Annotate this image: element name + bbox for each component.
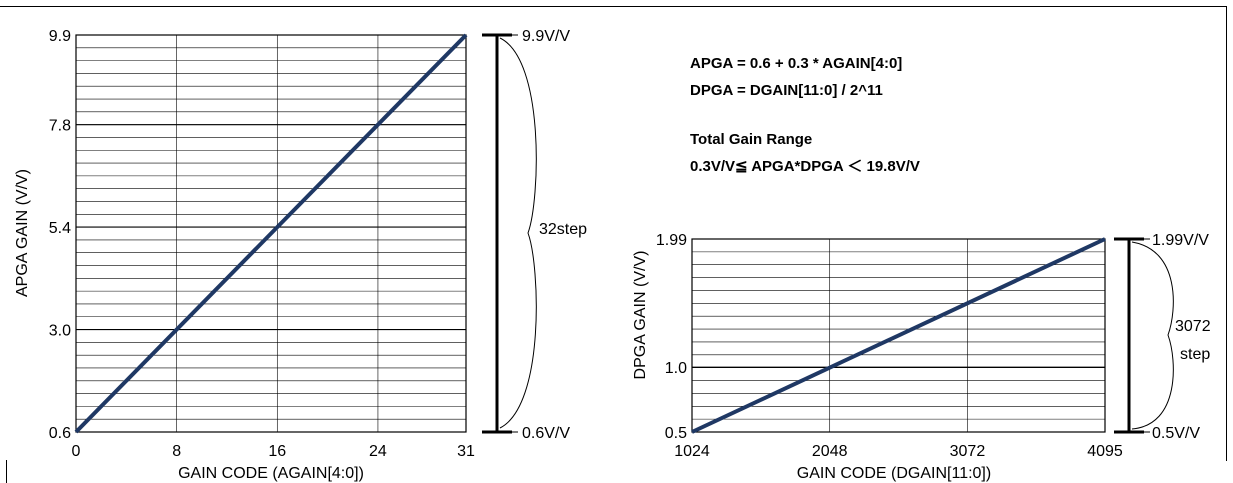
apga-x-tick-label: 16: [268, 443, 286, 460]
apga-x-tick-label: 0: [72, 443, 81, 460]
dpga-y-tick-label: 1.0: [665, 360, 687, 377]
apga-range-indicator: 9.9V/V 0.6V/V 32step: [482, 28, 587, 442]
dpga-grid: [692, 239, 1105, 432]
dpga-range-bottom-label: 0.5V/V: [1152, 425, 1200, 442]
dpga-y-tick-label: 0.5: [665, 425, 687, 442]
apga-range-brace: [499, 37, 537, 429]
dpga-chart: 1024 2048 3072 4095 0.5 1.0 1.99 GAIN CODE (D…: [632, 232, 1211, 482]
apga-range-top-label: 9.9V/V: [522, 28, 570, 45]
apga-y-tick-label: 7.8: [49, 118, 71, 135]
total-gain-range-title: Total Gain Range: [690, 131, 812, 148]
dpga-x-tick-label: 1024: [674, 443, 710, 460]
dpga-plot-area: [691, 238, 1106, 433]
apga-y-ticks: 0.6 3.0 5.4 7.8 9.9: [49, 28, 71, 442]
dpga-range-indicator: 1.99V/V 0.5V/V 3072 step: [1114, 232, 1211, 442]
apga-y-tick-label: 9.9: [49, 28, 71, 45]
apga-y-axis-label: APGA GAIN (V/V): [14, 169, 31, 297]
dpga-y-tick-label: 1.99: [656, 232, 687, 249]
formula-apga: APGA = 0.6 + 0.3 * AGAIN[4:0]: [690, 55, 902, 72]
dpga-x-tick-label: 4095: [1087, 443, 1123, 460]
apga-x-tick-label: 24: [369, 443, 387, 460]
apga-chart: 0 8 16 24 31 0.6 3.0 5.4 7.8 9.9 GAIN CODE (AGAI…: [14, 28, 587, 482]
dpga-x-tick-label: 2048: [812, 443, 848, 460]
apga-range-step-label: 32step: [539, 221, 587, 238]
total-gain-range-inequality: 0.3V/V≦ APGA*DPGA ＜ 19.8V/V: [690, 158, 920, 175]
dpga-x-ticks: 1024 2048 3072 4095: [674, 443, 1123, 460]
apga-y-tick-label: 5.4: [49, 220, 71, 237]
dpga-y-ticks: 0.5 1.0 1.99: [656, 232, 687, 442]
apga-grid: [76, 35, 466, 432]
dpga-x-axis-label: GAIN CODE (DGAIN[11:0]): [797, 465, 991, 482]
formula-block: APGA = 0.6 + 0.3 * AGAIN[4:0] DPGA = DGA…: [690, 55, 920, 175]
dpga-range-step-label-line1: 3072: [1175, 318, 1211, 335]
apga-x-axis-label: GAIN CODE (AGAIN[4:0]): [178, 465, 364, 482]
apga-range-bottom-label: 0.6V/V: [522, 425, 570, 442]
dpga-range-brace: [1131, 241, 1174, 430]
apga-x-tick-label: 31: [457, 443, 475, 460]
dpga-series-line: [691, 237, 1106, 434]
apga-x-ticks: 0 8 16 24 31: [72, 443, 475, 460]
dpga-x-tick-label: 3072: [950, 443, 986, 460]
apga-series-line: [74, 33, 468, 434]
formula-dpga: DPGA = DGAIN[11:0] / 2^11: [690, 82, 883, 99]
dpga-range-step-label-line2: step: [1180, 346, 1210, 363]
dpga-y-axis-label: DPGA GAIN (V/V): [632, 251, 649, 380]
apga-y-tick-label: 0.6: [49, 425, 71, 442]
apga-y-tick-label: 3.0: [49, 323, 71, 340]
apga-plot-area: [75, 34, 467, 433]
dpga-range-top-label: 1.99V/V: [1152, 232, 1209, 249]
apga-x-tick-label: 8: [172, 443, 181, 460]
